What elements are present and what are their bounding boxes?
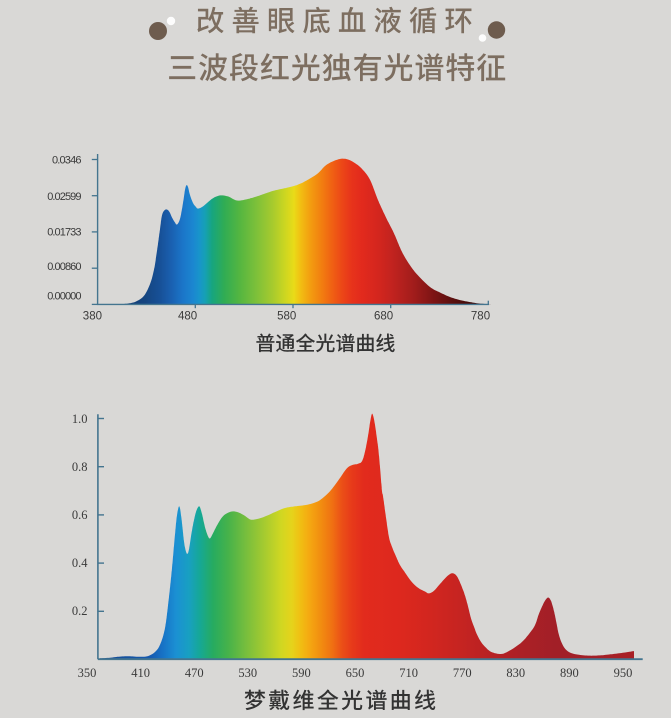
- svg-text:380: 380: [83, 311, 102, 323]
- svg-text:0.00860: 0.00860: [47, 261, 81, 273]
- svg-text:590: 590: [292, 666, 311, 680]
- svg-text:0.0346: 0.0346: [52, 154, 82, 166]
- svg-text:0.8: 0.8: [72, 460, 88, 474]
- svg-text:470: 470: [185, 666, 204, 680]
- svg-text:0.01733: 0.01733: [47, 226, 81, 238]
- svg-text:890: 890: [560, 666, 579, 680]
- svg-text:680: 680: [374, 311, 393, 323]
- svg-text:0.6: 0.6: [72, 508, 88, 522]
- svg-text:0.00000: 0.00000: [47, 290, 81, 302]
- svg-text:350: 350: [78, 666, 97, 680]
- svg-text:780: 780: [471, 311, 490, 323]
- svg-text:950: 950: [614, 666, 633, 680]
- svg-text:830: 830: [506, 666, 525, 680]
- svg-text:410: 410: [131, 666, 150, 680]
- svg-text:480: 480: [178, 311, 197, 323]
- svg-text:710: 710: [399, 666, 418, 680]
- svg-text:0.2: 0.2: [72, 604, 88, 618]
- svg-text:580: 580: [277, 311, 296, 323]
- svg-text:1.0: 1.0: [72, 412, 88, 426]
- svg-text:0.02599: 0.02599: [47, 191, 81, 203]
- svg-text:0.4: 0.4: [72, 556, 88, 570]
- svg-text:770: 770: [453, 666, 472, 680]
- svg-text:530: 530: [238, 666, 257, 680]
- svg-text:650: 650: [346, 666, 365, 680]
